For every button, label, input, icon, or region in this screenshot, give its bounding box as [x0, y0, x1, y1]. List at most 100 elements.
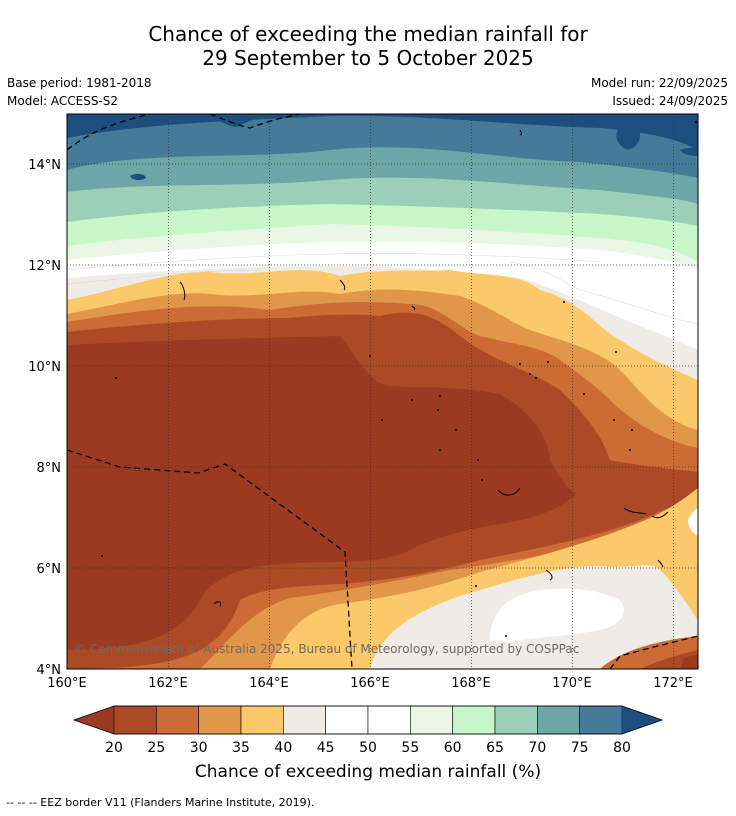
island — [475, 585, 477, 587]
colorbar-cell — [156, 705, 199, 735]
model-name: Model: ACCESS-S2 — [7, 94, 119, 108]
colorbar-cell — [367, 705, 411, 735]
lon-label: 168°E — [451, 676, 491, 691]
island — [439, 395, 441, 397]
island — [519, 363, 521, 365]
copyright-notice: © Commonwealth of Australia 2025, Bureau… — [74, 642, 579, 656]
latitude-axis: 14°N 12°N 10°N 8°N 6°N 4°N — [28, 158, 61, 678]
colorbar-tick-label: 45 — [317, 740, 335, 756]
island — [437, 409, 439, 411]
meta-right: Model run: 22/09/2025 Issued: 24/09/2025 — [591, 74, 728, 110]
band-below-20-se — [680, 654, 698, 669]
band-45-50-east — [688, 508, 698, 536]
atoll — [545, 569, 553, 581]
colorbar-cell — [240, 705, 284, 735]
lat-label: 12°N — [28, 259, 61, 274]
island — [505, 635, 507, 637]
colorbar-tick-label: 30 — [190, 740, 208, 756]
island — [629, 449, 631, 451]
colorbar-tick-label: 40 — [274, 740, 292, 756]
colorbar-cell — [452, 705, 496, 735]
island — [477, 459, 479, 461]
colorbar-tick-label: 80 — [613, 740, 631, 756]
model-run: Model run: 22/09/2025 — [590, 76, 728, 90]
island — [631, 429, 633, 431]
base-period: Base period: 1981-2018 — [7, 76, 152, 90]
island — [535, 377, 537, 379]
island-outlines — [179, 129, 669, 607]
lat-label: 14°N — [28, 158, 61, 173]
island — [547, 361, 549, 363]
contour-line — [509, 261, 698, 325]
eez-border-n — [209, 114, 301, 129]
island — [583, 393, 585, 395]
colorbar-outline — [72, 705, 664, 735]
island — [101, 555, 103, 557]
island — [381, 419, 383, 421]
lon-label: 172°E — [653, 676, 693, 691]
colorbar-cell — [113, 705, 157, 735]
atoll — [213, 601, 221, 607]
colorbar-tick-label: 55 — [401, 740, 419, 756]
colorbar-high-extension — [622, 706, 662, 734]
eez-legend-note: -- -- -- EEZ border V11 (Flanders Marine… — [6, 796, 315, 809]
title-line-1: Chance of exceeding the median rainfall … — [148, 22, 588, 46]
eez-border-se — [609, 635, 698, 669]
atoll — [651, 511, 669, 519]
issued-date: Issued: 24/09/2025 — [612, 94, 728, 108]
island — [369, 355, 371, 357]
map-title: Chance of exceeding the median rainfall … — [0, 22, 736, 70]
colorbar-low-extension — [74, 706, 114, 734]
island — [481, 479, 483, 481]
meta-left: Base period: 1981-2018 Model: ACCESS-S2 — [7, 74, 152, 110]
rainfall-probability-field: © Commonwealth of Australia 2025, Bureau… — [67, 114, 698, 669]
eez-borders — [67, 114, 698, 669]
island — [694, 120, 698, 124]
colorbar-cells — [113, 705, 623, 735]
lon-label: 160°E — [47, 676, 87, 691]
colorbar-tick-label: 35 — [232, 740, 250, 756]
colorbar-cell — [410, 705, 453, 735]
island-dots — [101, 120, 698, 637]
lon-label: 166°E — [350, 676, 390, 691]
atoll — [411, 305, 416, 311]
colorbar: 20 25 30 35 40 45 50 55 60 65 70 75 80 — [72, 705, 664, 756]
colorbar-cell — [579, 705, 623, 735]
island — [563, 301, 565, 303]
lon-label: 162°E — [148, 676, 188, 691]
colorbar-cell — [198, 705, 242, 735]
atoll — [497, 487, 521, 496]
lat-label: 10°N — [28, 360, 61, 375]
colorbar-tick-label: 25 — [147, 740, 165, 756]
dark-blue-patch-east — [680, 147, 698, 156]
colorbar-tick-label: 70 — [528, 740, 546, 756]
dark-blue-patch — [616, 124, 640, 150]
dark-blue-patch-north — [200, 114, 290, 127]
eez-border-marshall — [67, 449, 353, 669]
band-below-20 — [67, 336, 576, 650]
colorbar-label: Chance of exceeding median rainfall (%) — [194, 762, 542, 782]
colorbar-cell — [537, 705, 580, 735]
title-line-2: 29 September to 5 October 2025 — [202, 46, 534, 70]
lat-label: 8°N — [37, 461, 62, 476]
lon-label: 164°E — [249, 676, 289, 691]
colorbar-tick-label: 50 — [359, 740, 377, 756]
atoll — [339, 279, 346, 291]
lon-label: 170°E — [552, 676, 592, 691]
island — [615, 351, 617, 353]
colorbar-cell — [494, 705, 538, 735]
atoll — [657, 559, 664, 567]
graticule — [67, 114, 698, 669]
island — [115, 377, 117, 379]
colorbar-cell — [283, 705, 326, 735]
island — [613, 419, 615, 421]
atoll — [519, 129, 522, 136]
eez-border-nw — [67, 114, 151, 151]
atoll — [179, 281, 186, 301]
colorbar-tick-label: 65 — [486, 740, 504, 756]
atoll — [623, 507, 647, 515]
contour-line — [67, 253, 601, 271]
colorbar-tick-label: 75 — [571, 740, 589, 756]
lat-label: 4°N — [37, 663, 62, 678]
